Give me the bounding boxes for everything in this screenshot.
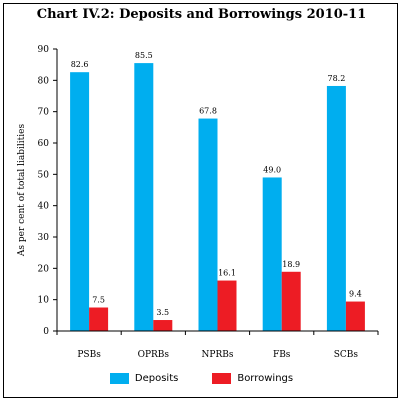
y-tick-label-30: 30	[38, 233, 50, 243]
bar-borrowings-psbs	[89, 307, 109, 331]
legend-item-borrowings: Borrowings	[212, 373, 293, 384]
data-label-borrowings-scbs: 9.4	[349, 290, 362, 299]
data-label-deposits-nprbs: 67.8	[199, 107, 217, 116]
legend-swatch-borrowings	[212, 373, 232, 384]
y-tick-label-60: 60	[38, 139, 50, 149]
axes-layer: 0 10 20 30 40 50 60 70 80 90 PSBs OPRBs NPRBs FBs SCBs	[38, 45, 379, 360]
bar-borrowings-fbs	[281, 271, 301, 331]
legend: Deposits Borrowings	[0, 373, 403, 384]
data-label-borrowings-oprbs: 3.5	[156, 308, 169, 317]
bar-borrowings-oprbs	[153, 320, 173, 331]
data-label-deposits-psbs: 82.6	[71, 60, 89, 69]
x-tick-label-oprbs: OPRBs	[138, 350, 170, 360]
y-tick-label-80: 80	[38, 76, 50, 86]
data-label-deposits-oprbs: 85.5	[135, 51, 153, 60]
y-tick-label-90: 90	[38, 45, 50, 55]
legend-label-deposits: Deposits	[134, 373, 179, 384]
y-tick-label-40: 40	[38, 202, 50, 212]
legend-item-deposits: Deposits	[109, 373, 179, 384]
legend-label-borrowings: Borrowings	[237, 373, 294, 384]
y-tick-label-20: 20	[38, 264, 50, 274]
data-label-borrowings-nprbs: 16.1	[218, 269, 236, 278]
bar-deposits-fbs	[262, 177, 282, 331]
chart-frame	[3, 3, 398, 398]
y-tick-label-50: 50	[38, 170, 50, 180]
bars-layer	[70, 63, 365, 332]
y-tick-label-10: 10	[38, 296, 50, 306]
data-label-borrowings-psbs: 7.5	[92, 296, 105, 305]
data-label-borrowings-fbs: 18.9	[282, 260, 300, 269]
x-tick-label-nprbs: NPRBs	[202, 350, 234, 360]
bar-deposits-scbs	[326, 85, 346, 332]
bar-deposits-nprbs	[198, 118, 218, 331]
x-tick-label-fbs: FBs	[273, 350, 291, 360]
chart-title: Chart IV.2: Deposits and Borrowings 2010…	[36, 7, 367, 22]
x-tick-label-psbs: PSBs	[77, 350, 101, 360]
y-tick-label-70: 70	[38, 108, 50, 118]
y-axis-title: As per cent of total liabilities	[17, 124, 27, 258]
data-label-deposits-scbs: 78.2	[327, 74, 345, 83]
legend-swatch-deposits	[109, 373, 129, 384]
bar-deposits-psbs	[70, 72, 90, 331]
data-label-deposits-fbs: 49.0	[263, 165, 281, 174]
bar-deposits-oprbs	[134, 63, 154, 331]
y-tick-label-0: 0	[43, 327, 49, 337]
labels-layer: 82.6 7.5 85.5 3.5 67.8 16.1 49.0 18.9 78.2 9.4	[71, 51, 362, 317]
bar-borrowings-scbs	[345, 301, 365, 331]
bar-borrowings-nprbs	[217, 280, 237, 331]
x-tick-label-scbs: SCBs	[334, 350, 359, 360]
